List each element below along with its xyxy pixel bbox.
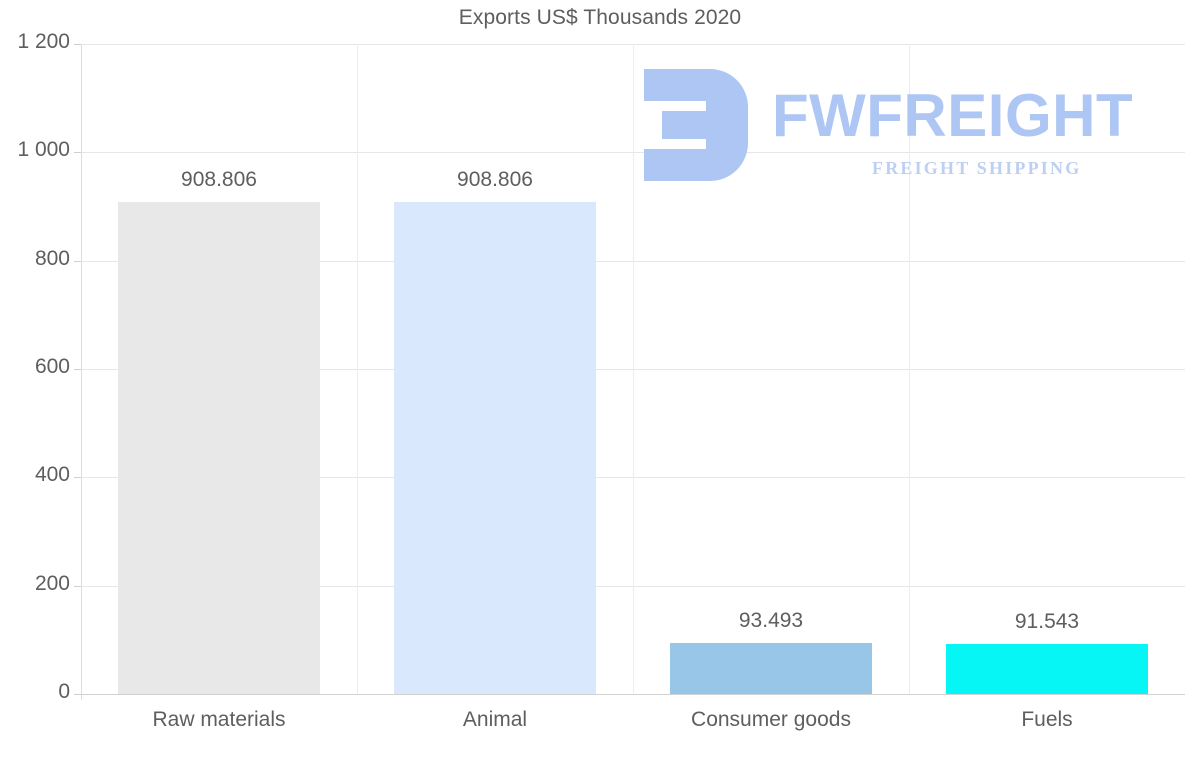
- x-axis-label: Raw materials: [152, 708, 286, 731]
- bar-value-label: 908.806: [181, 167, 257, 191]
- bar-value-label: 93.493: [738, 609, 804, 633]
- plot-area: [81, 44, 1185, 695]
- category-divider: [357, 44, 358, 694]
- y-axis-tick-label: 200: [34, 571, 70, 595]
- y-axis-tick-mark: [74, 585, 81, 587]
- y-axis-tick-mark: [74, 44, 81, 45]
- y-axis-tick-label: 0: [58, 680, 70, 703]
- y-axis-tick-mark: [74, 369, 81, 370]
- x-axis-label: Animal: [462, 708, 528, 731]
- y-axis-tick-mark: [74, 152, 81, 154]
- bar[interactable]: [945, 644, 1149, 694]
- bar[interactable]: [669, 643, 873, 694]
- chart-title: Exports US$ Thousands 2020: [458, 6, 742, 29]
- category-divider: [633, 44, 634, 694]
- x-axis-label: Consumer goods: [691, 708, 851, 731]
- y-axis-tick-label: 400: [34, 463, 70, 487]
- bar-value-label: 91.543: [1014, 610, 1080, 634]
- y-axis-tick-mark: [74, 694, 81, 695]
- y-axis-line: [81, 44, 82, 700]
- bar[interactable]: [117, 201, 321, 694]
- y-axis-tick-mark: [74, 477, 81, 479]
- y-axis-tick-label: 800: [34, 246, 70, 270]
- bar-value-label: 908.806: [457, 167, 533, 191]
- x-axis-label: Fuels: [1021, 708, 1073, 731]
- y-axis-tick-mark: [74, 260, 81, 262]
- y-axis-tick-label: 600: [34, 355, 70, 378]
- y-axis-tick-label: 1 000: [17, 138, 70, 162]
- bar[interactable]: [393, 201, 597, 694]
- gridline: [81, 694, 1185, 695]
- y-axis-tick-label: 1 200: [17, 30, 70, 53]
- category-divider: [909, 44, 910, 694]
